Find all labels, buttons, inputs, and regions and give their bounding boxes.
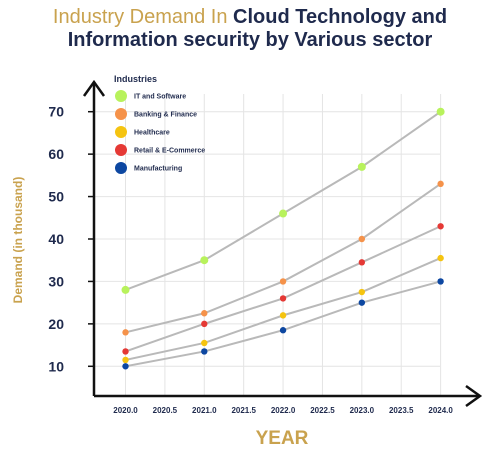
- data-point: [437, 254, 444, 262]
- x-tick-label: 2023.0: [350, 406, 375, 415]
- data-point: [437, 278, 444, 285]
- data-point: [201, 348, 208, 355]
- y-tick-label: 50: [48, 189, 64, 205]
- data-point: [122, 356, 129, 364]
- x-tick-label: 2020.5: [153, 406, 178, 415]
- legend: Industries IT and Software Banking & Fina…: [114, 74, 205, 174]
- y-axis-arrow: [82, 79, 106, 97]
- legend-marker: [115, 108, 127, 120]
- data-point: [121, 285, 130, 294]
- y-tick-label: 20: [48, 316, 64, 332]
- y-tick-label: 30: [48, 273, 64, 289]
- data-point: [279, 327, 287, 334]
- x-tick-label: 2020.0: [113, 406, 138, 415]
- data-point: [357, 162, 366, 171]
- legend-marker: [115, 144, 127, 156]
- y-tick-label: 40: [48, 231, 64, 247]
- data-point: [201, 320, 208, 328]
- legend-marker: [115, 90, 127, 102]
- data-point: [358, 288, 366, 296]
- title-part-2: Cloud Technology and: [233, 6, 448, 28]
- legend-title: Industries: [114, 74, 157, 84]
- legend-label: Banking & Finance: [134, 112, 197, 119]
- data-point: [279, 278, 287, 285]
- x-tick-label: 2022.5: [310, 406, 335, 415]
- legend-label: Retail & E-Commerce: [134, 148, 205, 155]
- data-point: [437, 223, 444, 230]
- x-tick-label: 2021.5: [231, 406, 256, 415]
- data-point: [122, 348, 129, 355]
- legend-marker: [115, 162, 127, 174]
- x-axis-title: YEAR: [256, 428, 309, 449]
- y-tick-label: 10: [48, 358, 64, 374]
- x-axis-arrow: [465, 384, 483, 408]
- legend-label: IT and Software: [134, 94, 186, 101]
- legend-marker: [115, 126, 127, 138]
- grid: [94, 94, 442, 396]
- data-point: [200, 256, 209, 265]
- y-tick-label: 70: [48, 104, 64, 120]
- title-part-3: Information security by Various sector: [67, 29, 433, 51]
- data-point: [122, 363, 129, 370]
- data-point: [201, 310, 208, 317]
- title-part-1: Industry Demand In: [52, 6, 228, 28]
- x-tick-label: 2021.0: [192, 406, 217, 415]
- series-points: [121, 107, 445, 370]
- data-point: [279, 295, 287, 302]
- data-point: [358, 235, 366, 243]
- data-point: [122, 329, 129, 336]
- data-point: [279, 312, 287, 319]
- legend-label: Manufacturing: [134, 166, 182, 173]
- x-tick-label: 2024.0: [428, 406, 453, 415]
- data-point: [358, 259, 366, 266]
- data-point: [358, 299, 366, 306]
- chart-title: Industry Demand In Cloud Technology and …: [0, 6, 500, 52]
- legend-label: Healthcare: [134, 130, 170, 137]
- x-tick-label: 2023.5: [389, 406, 414, 415]
- y-axis-title: Demand (in thousand): [11, 177, 25, 304]
- data-point: [279, 209, 288, 218]
- data-point: [436, 107, 445, 116]
- x-tick-label: 2022.0: [271, 406, 296, 415]
- tick-labels: 2020.0 2020.5 2021.0 2021.5 2022.0 2022.5 2023…: [48, 104, 453, 415]
- data-point: [201, 339, 208, 347]
- data-point: [437, 180, 444, 188]
- y-tick-label: 60: [48, 146, 64, 162]
